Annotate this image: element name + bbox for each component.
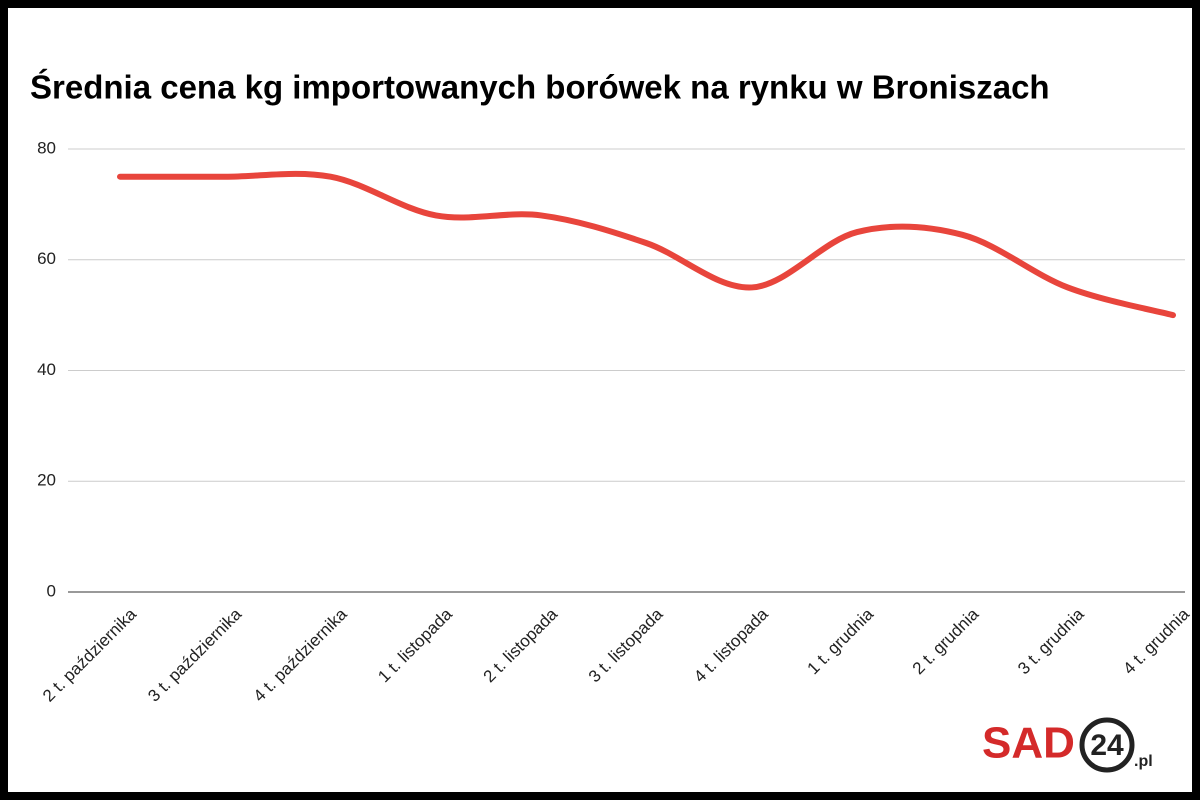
x-tick-label: 2 t. grudnia	[909, 604, 983, 678]
chart-title: Średnia cena kg importowanych borówek na…	[30, 69, 1050, 106]
logo-ring	[1079, 717, 1135, 773]
x-tick-label: 3 t. listopada	[585, 604, 667, 686]
logo-suffix: .pl	[1134, 753, 1153, 770]
y-tick-label: 60	[37, 249, 56, 268]
x-tick-label: 2 t. listopada	[480, 604, 562, 686]
x-tick-label: 4 t. listopada	[690, 604, 772, 686]
y-tick-label: 80	[37, 138, 56, 157]
x-tick-label: 1 t. grudnia	[804, 604, 878, 678]
y-tick-label: 20	[37, 471, 56, 490]
logo-number: 24	[1090, 729, 1124, 762]
y-tick-label: 0	[47, 581, 56, 600]
x-tick-label: 3 t. grudnia	[1014, 604, 1088, 678]
y-tick-label: 40	[37, 360, 56, 379]
x-tick-label: 1 t. listopada	[374, 604, 456, 686]
line-series	[117, 170, 1176, 319]
logo-text: SAD	[982, 719, 1075, 768]
logo: SAD 24 .pl	[982, 717, 1153, 773]
x-tick-label: 4 t. grudnia	[1119, 604, 1193, 678]
x-tick-label: 3 t. października	[144, 604, 245, 705]
x-tick-label: 4 t. października	[250, 604, 351, 705]
x-tick-label: 2 t. października	[39, 604, 140, 705]
